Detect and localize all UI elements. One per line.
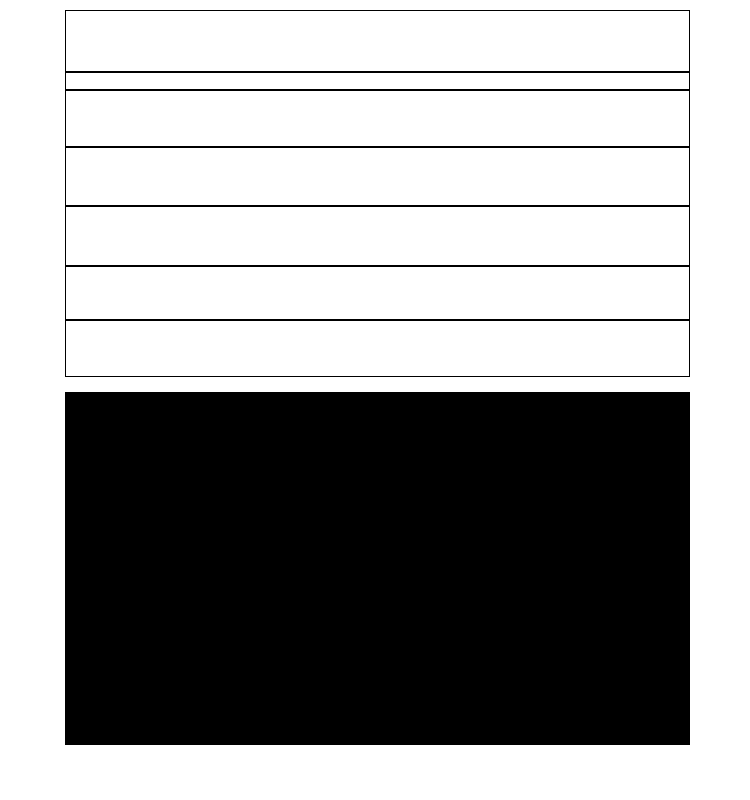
panel-esa-ion [65,573,690,635]
ylabel-esa-ion-unit [14,579,28,631]
panel-density [65,206,690,266]
panel-mode-bar [65,383,690,390]
ylabel-ae-index [2,14,16,68]
panel-ae-index [65,10,690,72]
panel-roi [65,72,690,90]
ylabel-esa-electron-unit [14,458,28,510]
ylabel-fbk-electric-unit [14,640,28,684]
ylabel-sst-electron-unit [14,398,28,448]
ylabel-velocity-unit [14,270,28,318]
ylabel-b-fit-unit [14,150,28,204]
panel-temperature [65,320,690,377]
ylabel-density-unit [14,208,28,262]
ylabel-temperature-unit [14,324,28,374]
panel-fbk-magnetic [65,688,690,745]
panel-fbk-electric [65,635,690,688]
panel-velocity [65,266,690,320]
ylabel-fbk-magnetic-unit [14,694,28,740]
panel-esa-electron [65,452,690,514]
panel-b-fit [65,147,690,206]
ylabel-sst-ion-unit [14,520,28,570]
panel-sst-electron [65,392,690,452]
panel-sst-ion [65,514,690,573]
ylabel-roi [2,72,16,90]
ylabel-keogram [2,92,16,146]
panel-keogram [65,90,690,147]
